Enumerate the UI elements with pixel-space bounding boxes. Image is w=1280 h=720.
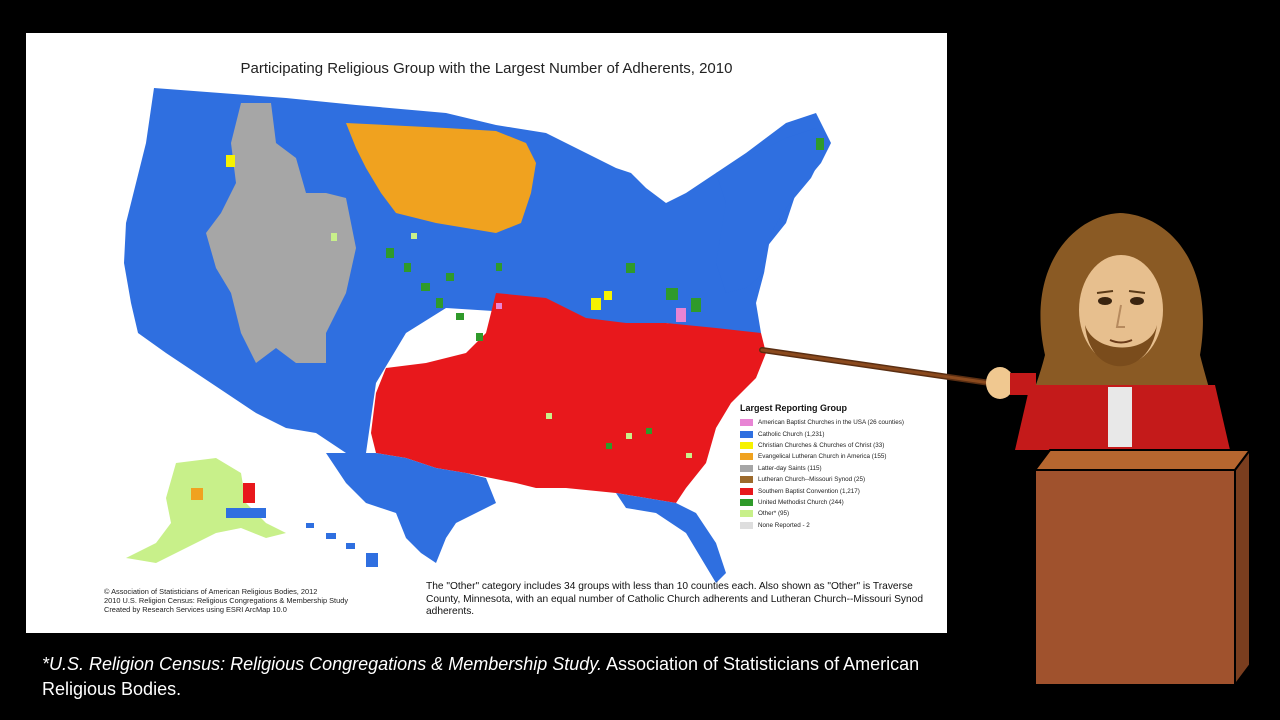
map-credits: © Association of Statisticians of Americ… (104, 587, 348, 615)
legend-item: Catholic Church (1,231) (740, 428, 940, 439)
credit-line: © Association of Statisticians of Americ… (104, 587, 318, 596)
legend-label: Other* (95) (758, 510, 790, 518)
region-other (331, 233, 692, 458)
legend-label: Southern Baptist Convention (1,217) (758, 487, 860, 495)
region-alaska (126, 458, 286, 563)
us-religion-map (124, 88, 831, 583)
legend-label: Christian Churches & Churches of Christ … (758, 441, 885, 449)
legend-item: Evangelical Lutheran Church in America (… (740, 451, 940, 462)
citation-footer: *U.S. Religion Census: Religious Congreg… (42, 652, 962, 702)
region-american-baptist (496, 303, 686, 322)
legend-swatch (740, 498, 753, 506)
legend-item: United Methodist Church (244) (740, 497, 940, 508)
legend-label: Lutheran Church--Missouri Synod (25) (758, 476, 866, 484)
legend-label: Latter-day Saints (115) (758, 464, 822, 472)
legend-item: Southern Baptist Convention (1,217) (740, 485, 940, 496)
podium-illustration (1033, 447, 1252, 688)
legend-label: Evangelical Lutheran Church in America (… (758, 453, 887, 461)
legend-label: American Baptist Churches in the USA (26… (758, 419, 904, 427)
legend-swatch (740, 521, 753, 529)
region-united-methodist (386, 138, 824, 449)
credit-line: Created by Research Services using ESRI … (104, 605, 287, 615)
legend-item: Latter-day Saints (115) (740, 463, 940, 474)
region-latter-day-saints (206, 103, 356, 363)
legend-swatch (740, 419, 753, 427)
legend-swatch (740, 453, 753, 461)
citation-source: Association of Statisticians of American… (42, 654, 920, 699)
legend-label: None Reported - 2 (758, 521, 810, 529)
legend-item: None Reported - 2 (740, 520, 940, 531)
region-catholic-texas (326, 453, 496, 563)
map-title: Participating Religious Group with the L… (240, 60, 733, 77)
legend-swatch (740, 441, 753, 449)
legend-items: American Baptist Churches in the USA (26… (740, 417, 940, 531)
map-legend: Largest Reporting Group American Baptist… (740, 403, 940, 531)
legend-swatch (740, 476, 753, 484)
region-northeast (716, 128, 826, 293)
legend-item: Christian Churches & Churches of Christ … (740, 440, 940, 451)
legend-item: American Baptist Churches in the USA (26… (740, 417, 940, 428)
region-hawaii (306, 523, 378, 567)
legend-label: United Methodist Church (244) (758, 498, 844, 506)
credit-line: 2010 U.S. Religion Census: Religious Con… (104, 596, 349, 606)
legend-label: Catholic Church (1,231) (758, 430, 825, 438)
legend-swatch (740, 464, 753, 472)
region-southern-baptist (371, 293, 766, 503)
region-evangelical-lutheran (346, 123, 536, 233)
region-florida (616, 493, 726, 583)
other-category-note: The "Other" category includes 34 groups … (426, 581, 924, 618)
region-christian-churches (226, 155, 612, 310)
legend-swatch (740, 430, 753, 438)
map-panel: Participating Religious Group with the L… (26, 33, 947, 633)
jesus-figure-illustration (986, 213, 1230, 450)
legend-title: Largest Reporting Group (740, 403, 848, 413)
legend-item: Lutheran Church--Missouri Synod (25) (740, 474, 940, 485)
legend-swatch (740, 510, 753, 518)
legend-swatch (740, 487, 753, 495)
legend-item: Other* (95) (740, 508, 940, 519)
citation-title: *U.S. Religion Census: Religious Congreg… (42, 654, 602, 674)
